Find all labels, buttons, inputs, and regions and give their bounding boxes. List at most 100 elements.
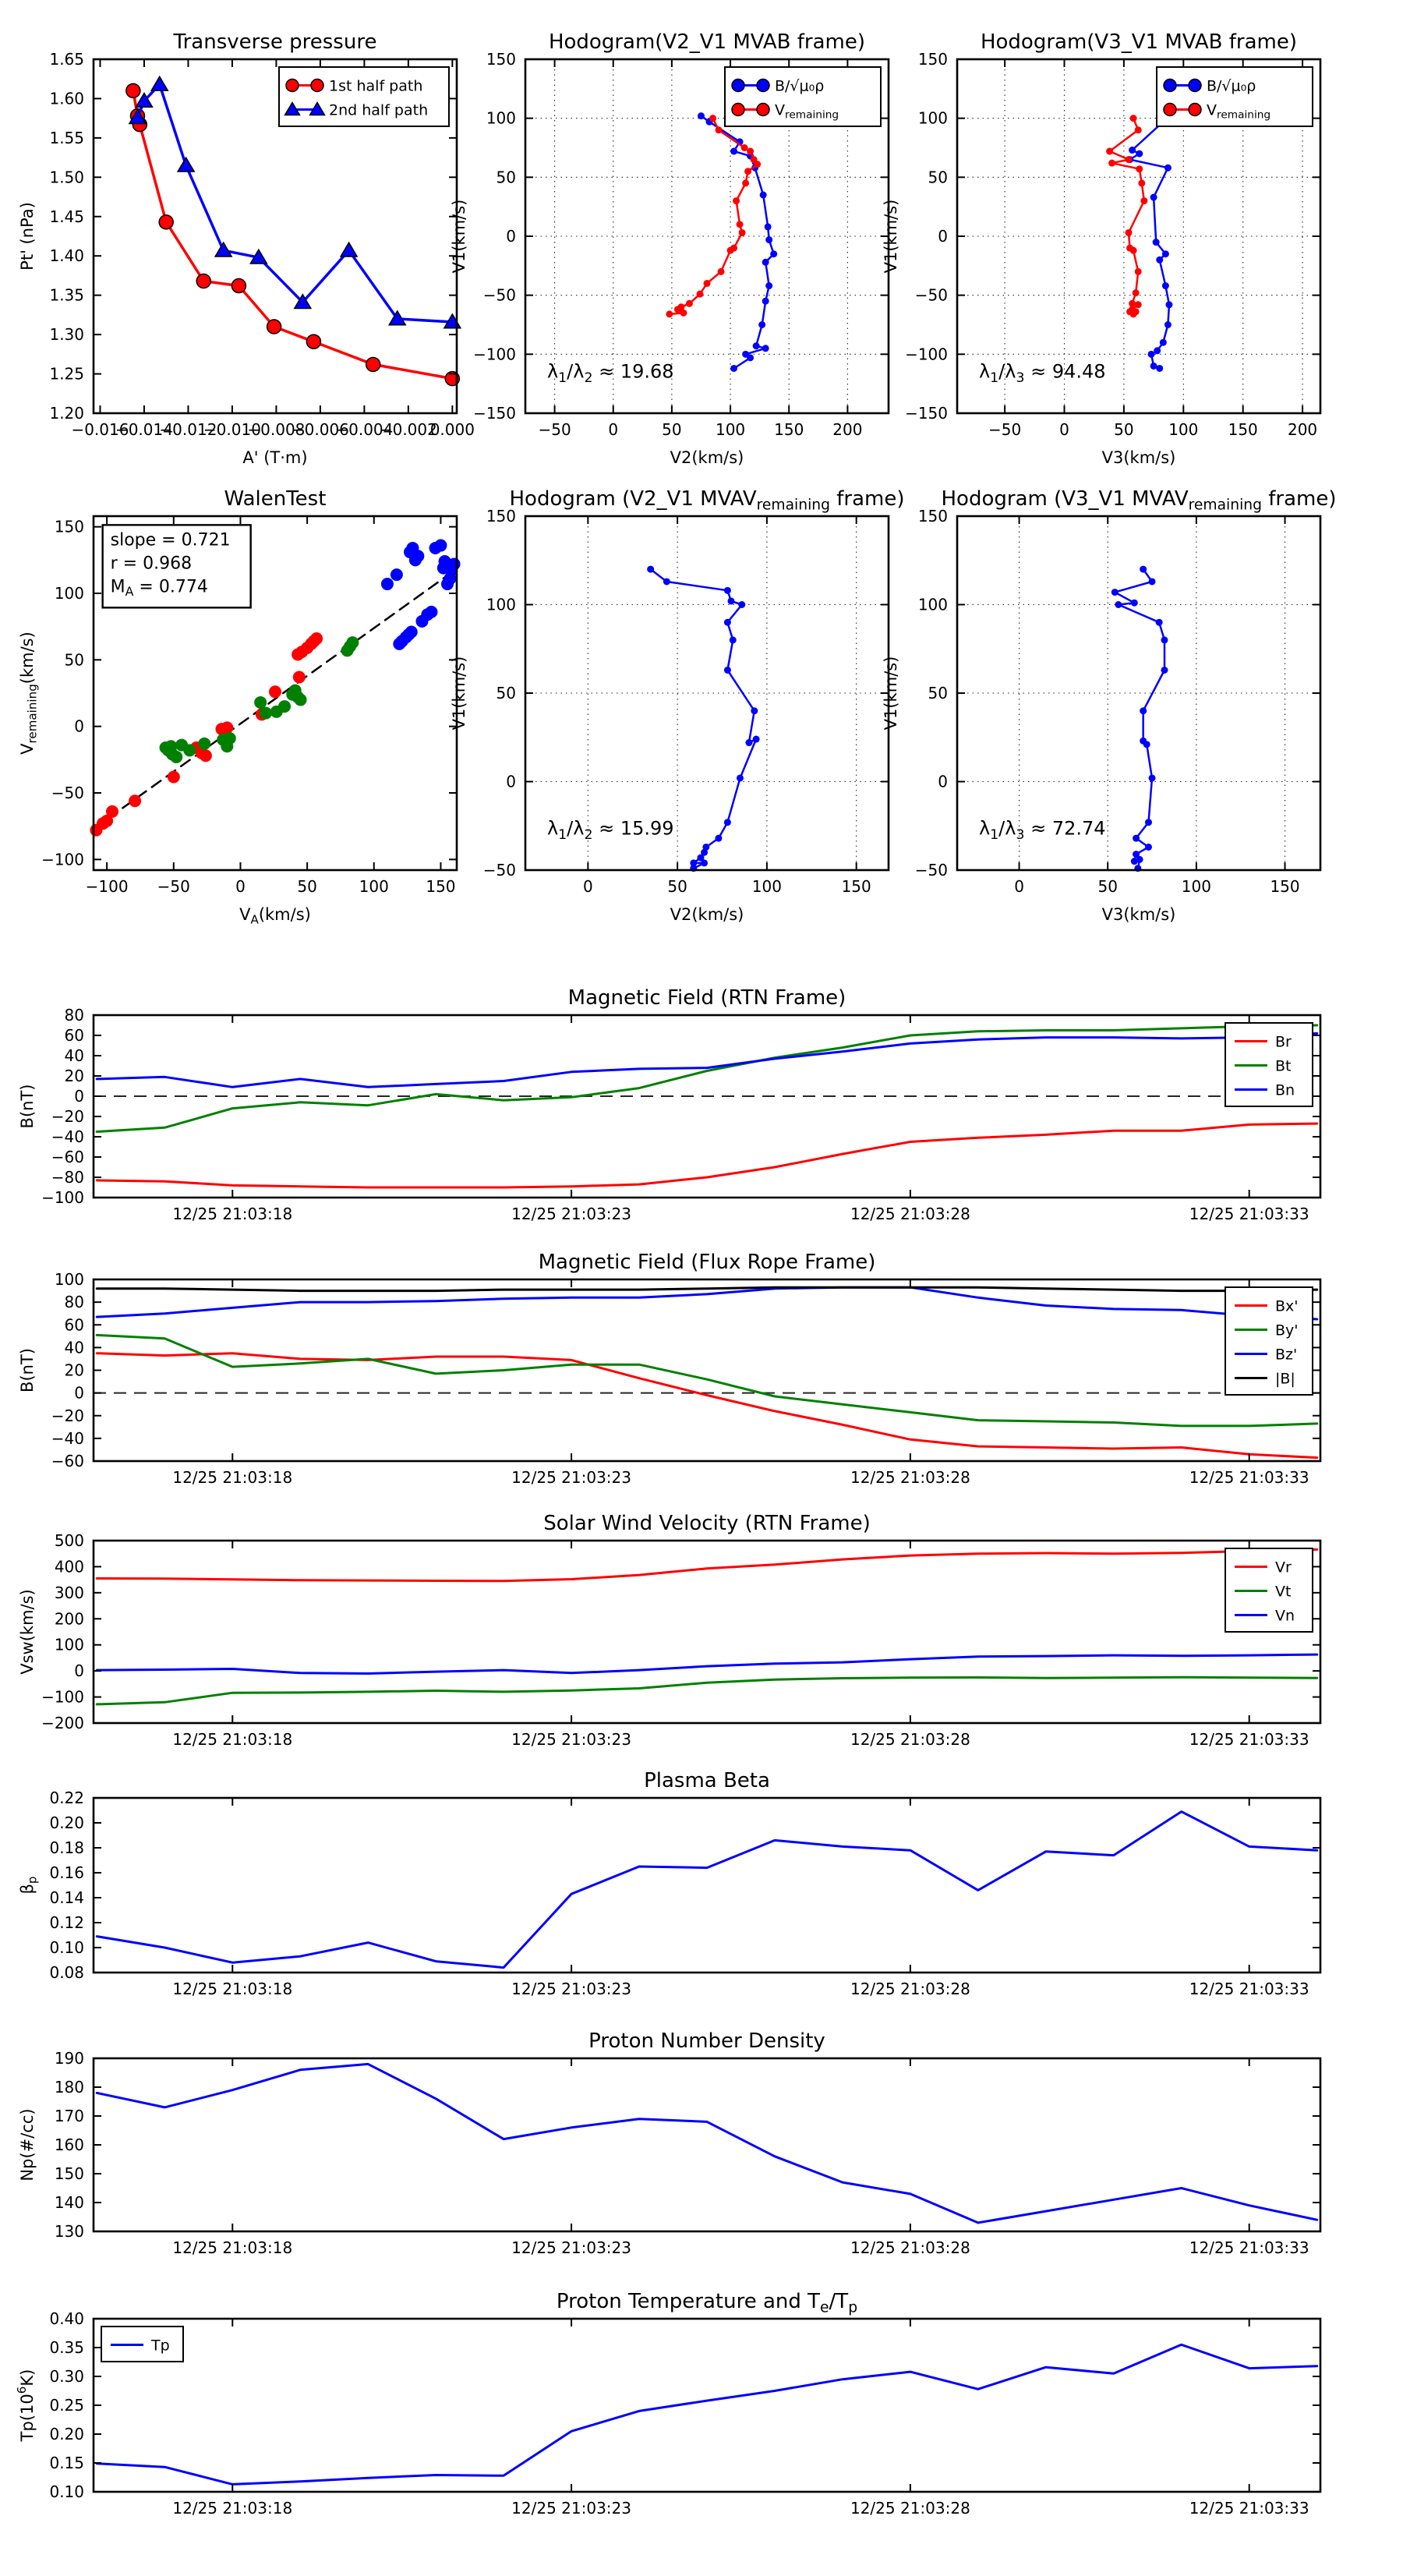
ytick-label-7: 1.55 <box>49 129 84 147</box>
point-b-alfven-3 <box>730 147 738 155</box>
point-v-remaining-5 <box>1136 165 1143 173</box>
ytick-label-3: −40 <box>51 1127 84 1146</box>
point-v-remaining-3 <box>1125 156 1133 164</box>
point-v-remaining-20 <box>666 310 673 318</box>
point-b-alfven-18 <box>730 364 738 372</box>
plot-title-hodogram-v2v1-mvab: Hodogram(V2_V1 MVAB frame) <box>549 30 865 54</box>
xtick-label-5: 200 <box>1288 420 1317 439</box>
xtick-label-0: −50 <box>988 420 1021 439</box>
point-v-hodogram-2 <box>1111 589 1119 596</box>
ylabel-magnetic-field-rtn: B(nT) <box>18 1085 37 1129</box>
legend-label-2: Bz' <box>1275 1346 1297 1364</box>
plot-title-hodogram-v2v1-mvav: Hodogram (V2_V1 MVAVremaining frame) <box>510 487 905 514</box>
point-v-remaining-2 <box>740 144 748 151</box>
xtick-label-2: 12/25 21:03:28 <box>850 1730 970 1749</box>
ytick-label-5: 0.35 <box>49 2338 84 2357</box>
point-scatter-red-5 <box>167 770 180 784</box>
ylabel-walen-test: Vremaining(km/s) <box>18 632 40 755</box>
legend-label-1: Bt <box>1275 1058 1291 1075</box>
ylabel-hodogram-v2v1-mvav: V1(km/s) <box>450 656 468 731</box>
point-v-hodogram-11 <box>1148 774 1156 782</box>
ytick-label-5: 0 <box>74 1087 84 1106</box>
ytick-label-0: −50 <box>483 861 516 879</box>
point-v-hodogram-5 <box>1155 618 1163 626</box>
point-b-alfven-13 <box>758 321 766 328</box>
series-line-second-half-path <box>136 83 454 324</box>
ytick-label-2: 0.12 <box>49 1913 84 1932</box>
legend-box <box>1225 1022 1313 1107</box>
point-v-hodogram-18 <box>701 859 709 867</box>
plot-title-solar-wind-velocity-rtn: Solar Wind Velocity (RTN Frame) <box>543 1512 870 1535</box>
ytick-label-2: 50 <box>928 684 948 702</box>
ytick-label-1: −100 <box>473 345 516 363</box>
point-v-hodogram-3 <box>727 597 735 605</box>
legend-label-0: Tp <box>150 2337 170 2355</box>
xtick-label-4: 150 <box>1228 420 1258 439</box>
point-v-remaining-12 <box>1132 289 1140 297</box>
xtick-label-2: 12/25 21:03:28 <box>850 1980 970 1998</box>
point-v-remaining-4 <box>1108 159 1116 167</box>
plot-magnetic-field-flux-rope: 12/25 21:03:18 12/25 21:03:23 12/25 21:03:… <box>18 1251 1322 1487</box>
ytick-label-2: −20 <box>51 1407 84 1425</box>
legend-label-0: Br <box>1275 1034 1292 1051</box>
point-b-alfven-11 <box>1165 301 1173 309</box>
series-line-v-hodogram <box>1114 568 1166 869</box>
point-scatter-blue-6 <box>405 625 418 639</box>
point-v-hodogram-12 <box>723 819 731 826</box>
point-v-remaining-2 <box>1106 147 1114 155</box>
ytick-label-6: 60 <box>65 1315 84 1334</box>
xlabel-transverse-pressure: A' (T·m) <box>242 448 307 467</box>
point-v-remaining-15 <box>696 290 704 298</box>
annotation-line-2: MA = 0.774 <box>111 577 208 599</box>
point-v-remaining-7 <box>1140 197 1148 205</box>
point-b-alfven-17 <box>1156 364 1164 372</box>
plot-title-transverse-pressure: Transverse pressure <box>173 30 377 54</box>
ytick-label-4: 50 <box>497 168 516 186</box>
ytick-label-0: −150 <box>905 404 948 423</box>
ytick-label-6: 20 <box>65 1067 84 1085</box>
xtick-label-3: 12/25 21:03:33 <box>1189 1730 1309 1749</box>
xtick-label-3: 12/25 21:03:33 <box>1189 2499 1309 2518</box>
xtick-label-0: −100 <box>86 877 129 896</box>
legend-label-0: B/√μ₀ρ <box>1207 78 1256 95</box>
ytick-label-7: 80 <box>65 1293 84 1311</box>
ytick-label-9: 80 <box>65 1006 84 1024</box>
point-v-hodogram-1 <box>663 578 670 586</box>
series-line-vt <box>95 1675 1319 1706</box>
axes-frame <box>92 1014 1322 1199</box>
xtick-label-1: 12/25 21:03:23 <box>511 1980 631 1998</box>
legend-marker-1 <box>1163 102 1177 117</box>
point-scatter-green-6 <box>183 744 196 757</box>
ytick-label-4: 20 <box>65 1361 84 1380</box>
point-scatter-green-11 <box>254 695 267 709</box>
xtick-label-1: −50 <box>157 877 190 896</box>
point-scatter-green-7 <box>198 737 211 750</box>
legend-marker-0 <box>285 78 299 93</box>
point-v-remaining-0 <box>1129 115 1137 122</box>
ytick-label-5: 180 <box>55 2078 84 2097</box>
ytick-label-9: 1.65 <box>49 50 84 69</box>
point-v-hodogram-4 <box>1115 601 1122 608</box>
ytick-label-6: 400 <box>55 1557 84 1576</box>
annotation-rect <box>101 524 252 609</box>
ytick-label-6: 1.50 <box>49 168 84 186</box>
point-v-remaining-8 <box>1125 228 1133 236</box>
xtick-label-6: −0.004 <box>335 420 393 439</box>
ytick-label-4: 0.30 <box>49 2367 84 2386</box>
xtick-label-2: −0.012 <box>159 420 217 439</box>
ytick-label-2: −50 <box>483 286 516 305</box>
xtick-label-0: 12/25 21:03:18 <box>172 1205 292 1223</box>
ytick-label-0: −50 <box>915 861 948 879</box>
xlabel-hodogram-v2v1-mvab: V2(km/s) <box>670 448 744 467</box>
point-second-half-path-2 <box>150 75 169 91</box>
point-b-alfven-10 <box>762 258 769 266</box>
ytick-label-2: 150 <box>55 2164 84 2183</box>
point-b-alfven-8 <box>765 236 773 244</box>
point-b-alfven-16 <box>1150 362 1157 370</box>
legend-marker2-0 <box>310 78 324 93</box>
xtick-label-1: 12/25 21:03:23 <box>511 2238 631 2257</box>
series-np <box>95 2062 1319 2224</box>
plot-magnetic-field-rtn: 12/25 21:03:18 12/25 21:03:23 12/25 21:03:… <box>18 986 1322 1223</box>
xlabel-hodogram-v3v1-mvab: V3(km/s) <box>1102 448 1176 467</box>
